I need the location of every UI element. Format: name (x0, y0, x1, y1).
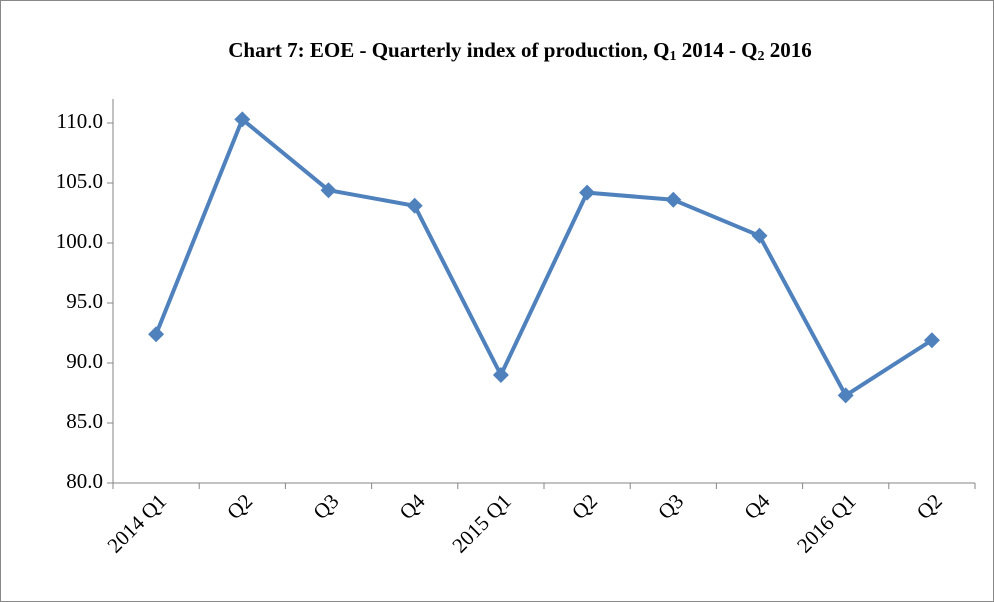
data-marker (837, 387, 854, 404)
title-subscript: 1 (669, 49, 676, 64)
data-marker (579, 184, 596, 201)
data-marker (751, 227, 768, 244)
title-part: 2014 - Q (676, 38, 757, 62)
data-marker (923, 332, 940, 349)
y-tick-label: 90.0 (66, 349, 103, 373)
data-line (154, 117, 933, 398)
y-tick-label: 100.0 (56, 229, 103, 253)
y-tick-label: 110.0 (57, 109, 103, 133)
title-part: 2016 (765, 38, 812, 62)
title-part: Chart 7: EOE - Quarterly index of produc… (228, 38, 669, 62)
title-subscript: 2 (758, 49, 765, 64)
y-tick-label: 95.0 (66, 289, 103, 313)
data-marker (492, 367, 509, 383)
data-marker (234, 111, 251, 128)
data-marker (406, 197, 423, 214)
y-tick-label: 85.0 (66, 409, 103, 433)
y-tick-label: 80.0 (66, 469, 103, 493)
data-marker (320, 182, 337, 199)
data-marker (148, 326, 165, 343)
y-tick-label: 105.0 (56, 169, 103, 193)
data-marker (665, 191, 682, 208)
chart-title: Chart 7: EOE - Quarterly index of produc… (228, 38, 812, 64)
